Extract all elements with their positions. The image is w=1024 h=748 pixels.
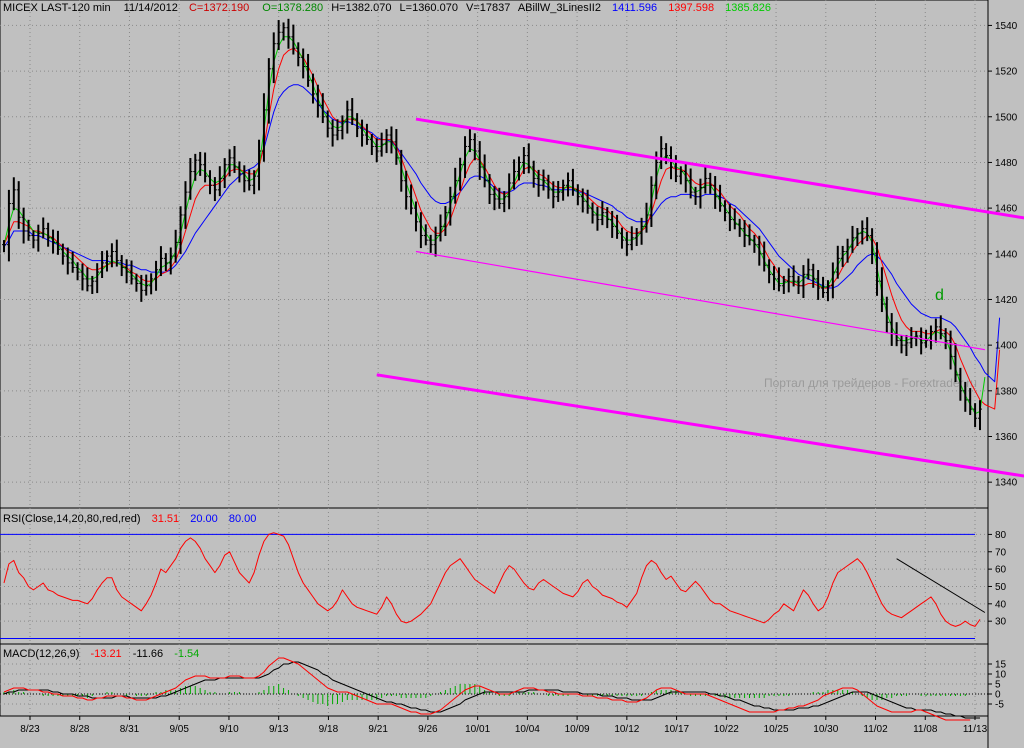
price-y-tick-label: 1520	[995, 67, 1018, 78]
header-low: L=1360.070	[400, 2, 458, 14]
rsi-y-tick-label: 60	[995, 565, 1007, 576]
rsi-y-tick-label: 70	[995, 547, 1007, 558]
header-volume: V=17837	[466, 2, 510, 14]
x-tick-label: 11/02	[863, 724, 888, 735]
header-indicator: ABillW_3LinesII2	[518, 2, 601, 14]
rsi-y-tick-label: 30	[995, 617, 1007, 628]
price-y-tick-label: 1400	[995, 341, 1018, 352]
x-tick-label: 10/01	[465, 724, 490, 735]
x-tick-label: 10/22	[714, 724, 739, 735]
macd-y-tick-label: 5	[995, 680, 1001, 691]
header-date: 11/14/2012	[124, 2, 178, 14]
x-tick-label: 10/09	[565, 724, 590, 735]
macd-line	[3, 657, 971, 721]
x-tick-label: 8/28	[70, 724, 90, 735]
watermark: Портал для трейдеров - Forextrader.ru	[764, 376, 977, 390]
x-tick-label: 9/26	[418, 724, 438, 735]
x-tick-label: 9/05	[169, 724, 189, 735]
histogram-value: -1.54	[174, 648, 199, 660]
signal-value: -11.66	[133, 648, 163, 660]
rsi-value: 31.51	[152, 513, 180, 525]
macd-label: MACD(12,26,9)	[3, 648, 79, 660]
x-tick-label: 9/10	[219, 724, 239, 735]
axes-layer: 8/23 8/28 8/31 9/05 9/10 9/13 9/18 9/21 9/26 10/0…	[20, 21, 1017, 735]
x-tick-label: 10/17	[664, 724, 689, 735]
price-y-tick-label: 1540	[995, 21, 1018, 32]
grid-layer	[0, 0, 988, 716]
macd-y-tick-label: -5	[995, 700, 1004, 711]
x-tick-label: 10/25	[764, 724, 789, 735]
x-tick-label: 8/23	[20, 724, 40, 735]
channel-trendline	[376, 373, 1024, 478]
rsi-header: RSI(Close,14,20,80,red,red) 31.51 20.00 …	[3, 513, 256, 525]
price-y-tick-label: 1440	[995, 249, 1018, 260]
rsi-label: RSI(Close,14,20,80,red,red)	[3, 513, 141, 525]
macd-y-tick-label: 10	[995, 670, 1007, 681]
channel-trendline	[415, 117, 1024, 220]
header-value-1: 1411.596	[612, 2, 657, 14]
header-value-3: 1385.826	[725, 2, 771, 14]
x-tick-label: 10/04	[515, 724, 540, 735]
x-tick-label: 9/13	[269, 724, 289, 735]
price-bars-layer	[2, 18, 982, 431]
macd-y-tick-label: 0	[995, 690, 1001, 701]
rsi-y-tick-label: 80	[995, 530, 1007, 541]
price-y-tick-label: 1460	[995, 204, 1018, 215]
channel-trendline	[415, 250, 986, 351]
header-high: H=1382.070	[331, 2, 391, 14]
x-tick-label: 11/08	[913, 724, 938, 735]
trendlines-layer	[376, 117, 1024, 613]
price-y-tick-label: 1360	[995, 432, 1018, 443]
price-y-tick-label: 1380	[995, 386, 1018, 397]
rsi-y-tick-label: 50	[995, 582, 1007, 593]
price-y-tick-label: 1500	[995, 112, 1018, 123]
rsi-lower-level: 20.00	[190, 513, 218, 525]
x-tick-label: 8/31	[120, 724, 140, 735]
header-close: C=1372.190	[189, 2, 249, 14]
macd-histogram-layer	[3, 684, 966, 706]
header-symbol: MICEX LAST-120 min	[3, 2, 111, 14]
header-value-2: 1397.598	[668, 2, 714, 14]
macd-header: MACD(12,26,9) -13.21 -11.66 -1.54	[3, 648, 199, 660]
x-tick-label: 9/21	[368, 724, 388, 735]
price-y-tick-label: 1480	[995, 158, 1018, 169]
rsi-y-tick-label: 40	[995, 599, 1007, 610]
x-tick-label: 9/18	[319, 724, 339, 735]
header-open: O=1378.280	[262, 2, 323, 14]
macd-signal-line	[3, 661, 980, 719]
annotation-label: d	[935, 287, 944, 304]
x-tick-label: 11/13	[963, 724, 988, 735]
macd-y-tick-label: 15	[995, 660, 1007, 671]
x-tick-label: 10/12	[614, 724, 639, 735]
rsi-line	[3, 532, 981, 627]
rsi-upper-level: 80.00	[229, 513, 257, 525]
macd-value: -13.21	[90, 648, 121, 660]
price-y-tick-label: 1420	[995, 295, 1018, 306]
price-y-tick-label: 1340	[995, 478, 1018, 489]
rsi-trendline	[896, 558, 986, 613]
x-tick-label: 10/30	[813, 724, 838, 735]
